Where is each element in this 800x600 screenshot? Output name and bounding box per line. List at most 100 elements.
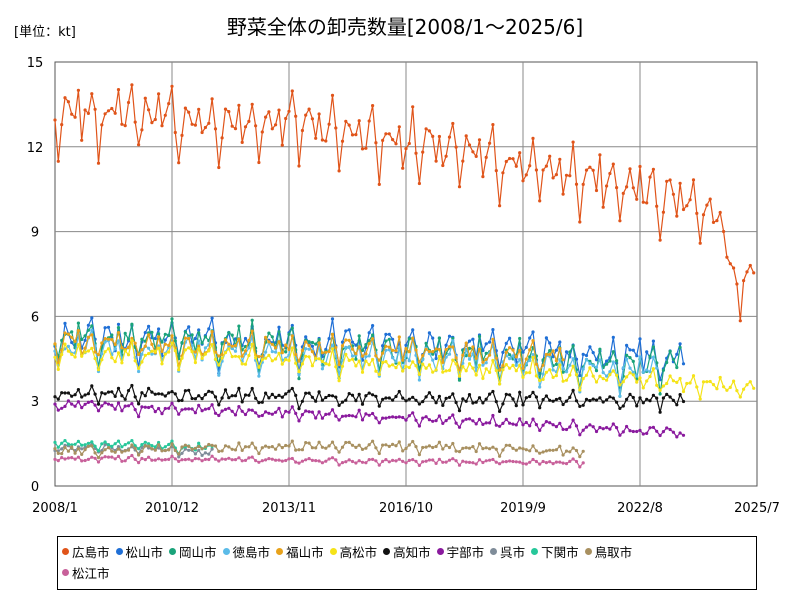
data-point (568, 350, 572, 354)
data-point (344, 345, 348, 349)
data-point (591, 425, 595, 429)
data-point (447, 458, 452, 462)
data-point (528, 394, 532, 399)
data-point (541, 363, 545, 367)
data-point (578, 433, 582, 437)
data-point (364, 446, 368, 450)
data-point (591, 397, 595, 401)
data-point (544, 394, 549, 398)
data-point (153, 117, 157, 122)
data-point (541, 398, 545, 402)
data-point (568, 363, 572, 367)
data-point (317, 459, 321, 463)
data-point (290, 456, 294, 461)
legend-item: 高知市 (383, 542, 431, 561)
data-point (300, 362, 304, 366)
data-point (133, 457, 137, 461)
data-point (320, 416, 324, 420)
data-point (424, 127, 428, 131)
data-point (120, 445, 124, 449)
data-point (123, 124, 127, 128)
data-point (116, 88, 121, 92)
data-point (451, 345, 455, 349)
data-point (665, 381, 669, 386)
data-point (350, 354, 355, 358)
data-point (120, 122, 124, 126)
data-point (277, 330, 281, 334)
data-point (327, 444, 331, 448)
data-point (371, 337, 375, 341)
data-point (424, 445, 428, 449)
data-point (126, 389, 131, 393)
data-point (197, 394, 201, 398)
data-point (213, 350, 218, 354)
data-point (722, 229, 726, 234)
data-point (481, 460, 485, 465)
data-point (193, 411, 197, 415)
data-point (357, 334, 361, 338)
data-point (424, 341, 428, 345)
data-point (447, 334, 452, 338)
data-point (675, 365, 679, 370)
data-point (635, 429, 639, 434)
data-point (297, 461, 301, 465)
data-point (354, 399, 358, 403)
data-point (561, 461, 565, 465)
data-point (53, 457, 57, 461)
data-point (237, 386, 241, 390)
data-point (83, 338, 87, 342)
data-point (80, 395, 84, 399)
data-point (394, 444, 398, 448)
legend-item: 福山市 (276, 542, 324, 561)
data-point (605, 378, 609, 382)
data-point (106, 337, 111, 341)
data-point (387, 460, 391, 464)
data-point (441, 360, 445, 364)
data-point (106, 402, 111, 406)
data-point (608, 427, 612, 431)
data-point (297, 407, 301, 411)
data-point (615, 400, 619, 404)
data-point (240, 409, 244, 413)
data-point (511, 157, 515, 161)
data-point (364, 461, 368, 465)
data-point (464, 347, 468, 352)
data-point (427, 129, 431, 133)
data-point (688, 381, 692, 385)
data-point (384, 360, 388, 364)
data-point (157, 457, 161, 461)
data-point (120, 394, 124, 398)
data-point (337, 379, 341, 383)
data-point (431, 419, 435, 423)
data-point (123, 449, 127, 453)
data-point (391, 356, 395, 360)
data-point (330, 317, 335, 321)
data-point (551, 368, 555, 372)
data-point (277, 351, 281, 355)
data-point (110, 390, 114, 394)
data-point (177, 368, 181, 372)
data-point (601, 371, 605, 375)
data-point (297, 370, 301, 374)
data-point (324, 362, 328, 366)
data-point (137, 453, 141, 457)
data-point (110, 356, 114, 360)
data-point (551, 355, 555, 359)
data-point (130, 383, 134, 388)
data-point (431, 458, 435, 462)
data-point (394, 366, 398, 370)
data-point (578, 455, 582, 459)
data-point (451, 441, 455, 446)
data-point (157, 443, 161, 447)
data-point (140, 352, 144, 356)
data-point (310, 344, 314, 348)
data-point (394, 459, 398, 463)
data-point (183, 447, 187, 451)
data-point (371, 457, 375, 461)
data-point (564, 173, 569, 177)
data-point (80, 447, 84, 451)
data-point (534, 395, 539, 399)
data-point (267, 445, 271, 449)
data-point (284, 458, 288, 463)
data-point (601, 427, 605, 431)
